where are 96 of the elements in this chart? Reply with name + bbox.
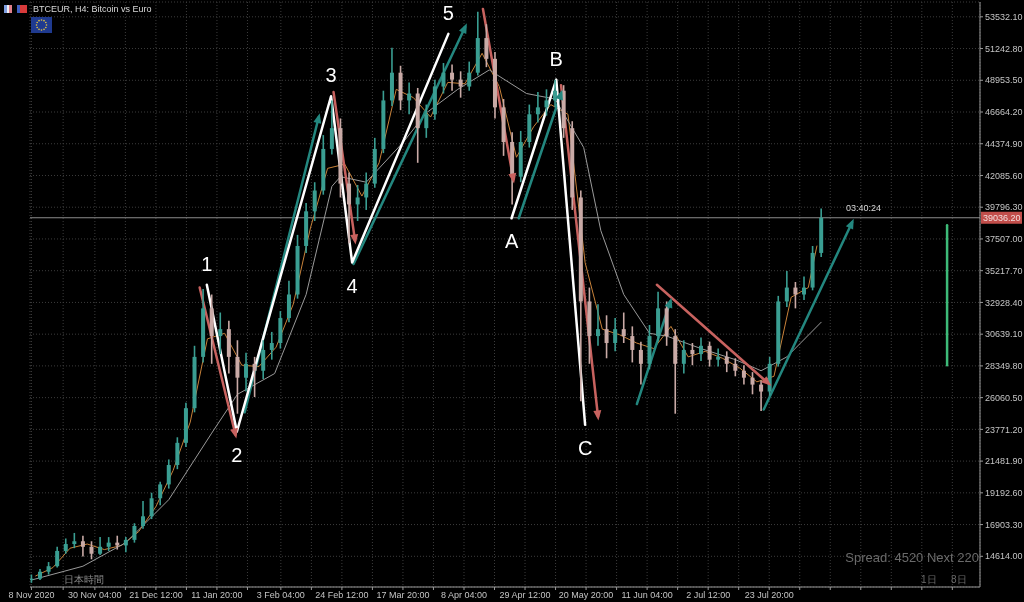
candlestick bbox=[741, 364, 746, 386]
x-tick-label: 3 Feb 04:00 bbox=[256, 590, 305, 601]
y-tick-label: 21481.90 bbox=[985, 456, 1023, 467]
annotation: 4 bbox=[346, 274, 358, 297]
annotation: B bbox=[549, 47, 563, 70]
y-tick-label: 46664.20 bbox=[985, 107, 1023, 118]
annotation: 2 bbox=[231, 443, 243, 466]
candlestick bbox=[175, 436, 180, 470]
candlestick bbox=[218, 311, 223, 355]
x-tick-label: 8 Apr 04:00 bbox=[440, 590, 488, 601]
candlestick bbox=[793, 281, 798, 310]
candlestick bbox=[261, 339, 266, 380]
candlestick bbox=[613, 317, 618, 353]
y-tick-label: 48953.50 bbox=[985, 75, 1023, 86]
candlestick bbox=[441, 62, 446, 95]
candlestick bbox=[733, 357, 738, 378]
annotation: 1日 bbox=[921, 574, 937, 585]
x-tick-label: 21 Dec 12:00 bbox=[129, 590, 183, 601]
candlestick bbox=[621, 311, 626, 344]
candlestick bbox=[458, 70, 463, 99]
y-tick-label: 37507.00 bbox=[985, 234, 1023, 245]
candlestick bbox=[407, 81, 412, 116]
x-tick-label: 29 Apr 12:00 bbox=[499, 590, 551, 601]
candlestick bbox=[312, 181, 317, 222]
y-tick-label: 16903.30 bbox=[985, 519, 1023, 530]
candlestick bbox=[355, 184, 360, 222]
candlestick bbox=[544, 88, 549, 117]
candlestick bbox=[638, 340, 643, 386]
candlestick bbox=[141, 500, 146, 530]
candlestick bbox=[329, 99, 334, 156]
candlestick bbox=[235, 339, 240, 415]
y-tick-label: 35217.70 bbox=[985, 265, 1023, 276]
candlestick bbox=[166, 458, 171, 490]
candlestick bbox=[286, 279, 291, 324]
ref-line-label: 39036.20 bbox=[983, 212, 1021, 223]
candlestick bbox=[802, 275, 807, 301]
candlestick bbox=[98, 536, 103, 556]
y-tick-label: 53532.10 bbox=[985, 11, 1023, 22]
candlestick bbox=[750, 371, 755, 396]
candlestick bbox=[716, 347, 721, 368]
annotation: Spread: 4520 Next 220 bbox=[845, 550, 979, 566]
annotation: 8日 bbox=[951, 574, 967, 585]
candlestick bbox=[467, 60, 472, 92]
x-tick-label: 8 Nov 2020 bbox=[8, 590, 55, 601]
candlestick bbox=[80, 534, 85, 558]
candlestick bbox=[604, 314, 609, 360]
x-tick-label: 24 Feb 12:00 bbox=[315, 590, 369, 601]
candlestick bbox=[252, 356, 257, 398]
y-tick-label: 30639.10 bbox=[985, 329, 1023, 340]
candlestick bbox=[132, 522, 137, 544]
candlestick bbox=[269, 331, 274, 361]
candlestick bbox=[450, 63, 455, 92]
candlestick bbox=[149, 491, 154, 520]
candlestick bbox=[89, 540, 94, 561]
x-tick-label: 11 Jun 04:00 bbox=[621, 590, 673, 601]
candlestick bbox=[681, 339, 686, 375]
candlestick bbox=[55, 546, 60, 569]
x-tick-label: 20 May 20:00 bbox=[558, 590, 614, 601]
x-tick-label: 2 Jul 12:00 bbox=[686, 590, 731, 601]
x-tick-label: 23 Jul 20:00 bbox=[744, 590, 794, 601]
candlestick bbox=[158, 480, 163, 507]
candlestick bbox=[244, 351, 249, 393]
candlestick bbox=[784, 270, 789, 308]
y-tick-label: 14614.00 bbox=[985, 551, 1023, 562]
candlestick bbox=[535, 91, 540, 124]
x-tick-label: 17 Mar 20:00 bbox=[376, 590, 430, 601]
candlestick bbox=[690, 342, 695, 366]
y-tick-label: 44374.90 bbox=[985, 138, 1023, 149]
y-tick-label: 32928.40 bbox=[985, 297, 1023, 308]
candlestick bbox=[364, 171, 369, 211]
annotation: C bbox=[577, 436, 593, 459]
annotation: 5 bbox=[442, 1, 454, 24]
y-tick-label: 23771.20 bbox=[985, 424, 1023, 435]
candlestick bbox=[424, 103, 429, 139]
y-tick-label: 51242.80 bbox=[985, 43, 1023, 54]
candlestick bbox=[699, 336, 703, 362]
y-tick-label: 26060.50 bbox=[985, 392, 1023, 403]
y-tick-label: 19192.60 bbox=[985, 487, 1023, 498]
annotation: 3 bbox=[325, 64, 337, 87]
candlestick bbox=[595, 303, 600, 347]
candlestick bbox=[759, 379, 764, 412]
y-tick-label: 39796.30 bbox=[985, 202, 1023, 213]
candlestick bbox=[707, 340, 712, 368]
annotation: A bbox=[504, 230, 519, 253]
x-tick-label: 30 Nov 04:00 bbox=[68, 590, 122, 601]
annotation: 1 bbox=[201, 252, 213, 275]
candlestick bbox=[630, 325, 635, 364]
candlestick bbox=[484, 23, 489, 68]
chart-title: BTCEUR, H4: Bitcoin vs Euro bbox=[33, 4, 152, 14]
candlestick bbox=[347, 171, 352, 245]
annotation: 日本時間 bbox=[64, 574, 104, 585]
x-tick-label: 11 Jan 20:00 bbox=[191, 590, 243, 601]
y-tick-label: 28349.80 bbox=[985, 361, 1023, 372]
candlestick bbox=[724, 350, 729, 373]
annotation: 03:40:24 bbox=[846, 203, 882, 214]
y-tick-label: 42085.60 bbox=[985, 170, 1023, 181]
